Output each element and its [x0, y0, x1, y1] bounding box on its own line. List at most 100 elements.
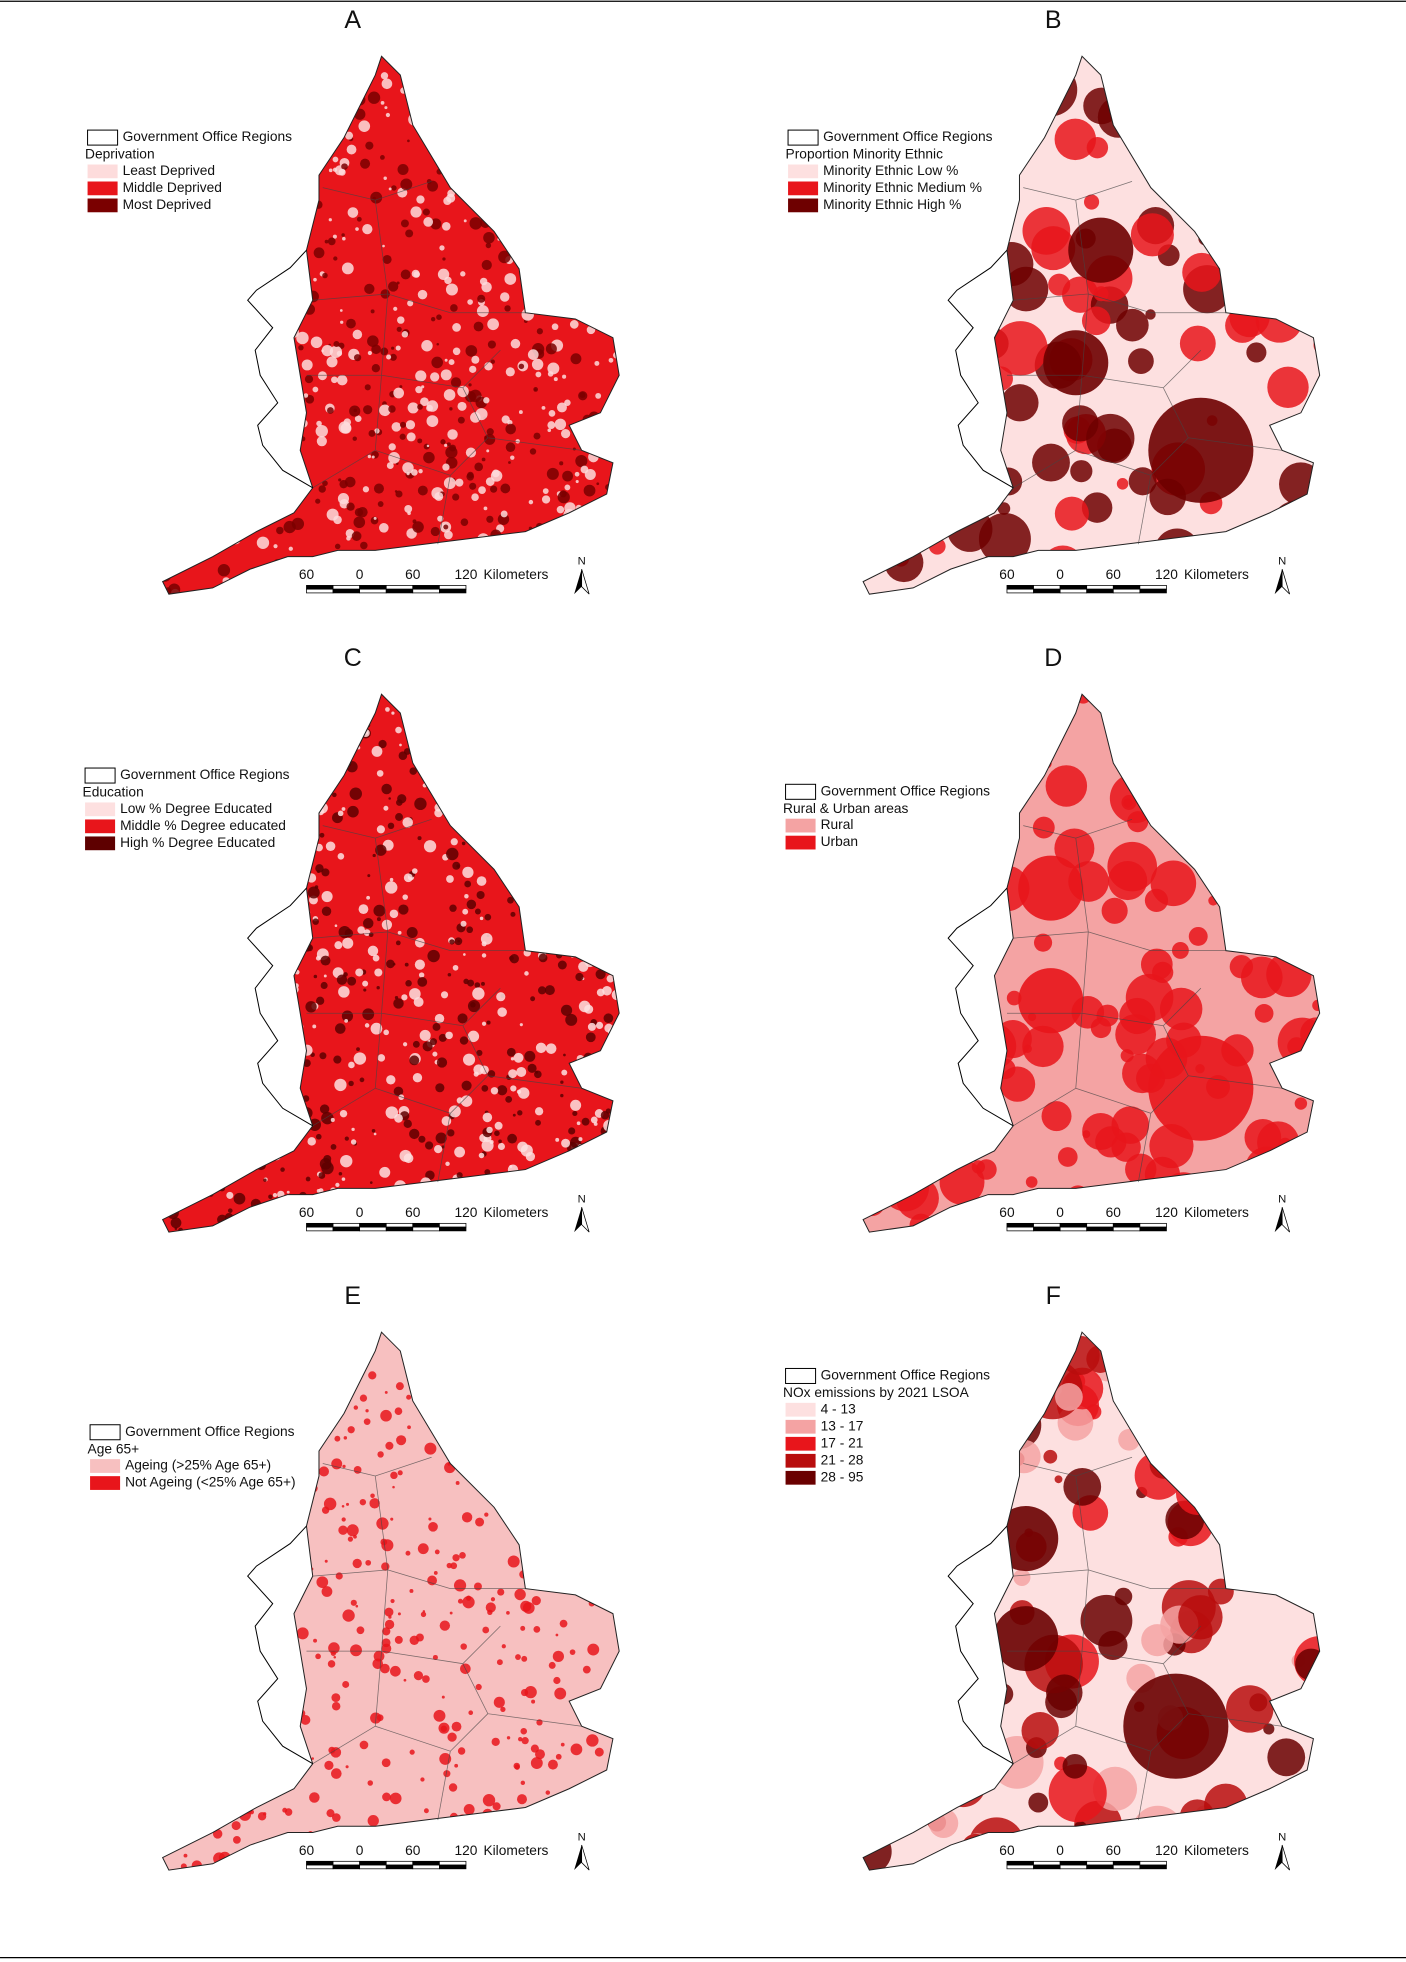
north-arrow: [581, 1206, 590, 1233]
legend-label: Urban: [821, 834, 858, 849]
legend-boundary-label: Government Office Regions: [120, 767, 290, 782]
scale-label: 0: [1056, 1843, 1064, 1858]
panel-letter: C: [344, 644, 362, 672]
legend-label: 28 - 95: [821, 1469, 864, 1484]
scale-segment: [385, 1864, 414, 1870]
scale-segment: [412, 588, 440, 594]
legend-boundary-swatch: [87, 129, 119, 146]
map-fill: [863, 694, 1320, 1233]
scale-segment: [1033, 1860, 1061, 1866]
scale-unit: Kilometers: [483, 1843, 548, 1858]
legend-swatch: [87, 198, 118, 213]
scale-segment: [1139, 585, 1167, 590]
scale-segment: [1059, 585, 1088, 590]
panel-letter: E: [344, 1282, 361, 1310]
scale-segment: [306, 585, 334, 590]
scale-label: 0: [1056, 567, 1064, 582]
scale-label: 0: [356, 1205, 364, 1220]
legend-label: Least Deprived: [123, 163, 215, 178]
legend-boundary-label: Government Office Regions: [823, 129, 993, 144]
panel-letter: A: [344, 6, 361, 34]
scale-segment: [1086, 585, 1114, 590]
legend-swatch: [85, 802, 116, 817]
legend-title: Rural & Urban areas: [783, 801, 908, 816]
scale-label: 0: [1056, 1205, 1064, 1220]
scale-label: 60: [405, 567, 421, 582]
scale-label: 0: [356, 1843, 364, 1858]
scale-segment: [1006, 1222, 1034, 1228]
scale-segment: [332, 1860, 361, 1866]
scale-segment: [359, 1864, 387, 1870]
map-panel: D Government Office Regions Rural & Urban …: [783, 644, 1321, 1233]
north-arrow: [574, 1845, 582, 1871]
scale-segment: [1086, 1860, 1114, 1866]
legend-swatch: [785, 818, 816, 833]
legend-swatch: [785, 1419, 816, 1434]
scale-segment: [439, 1226, 467, 1232]
scale-segment: [385, 585, 414, 590]
legend-swatch: [788, 181, 819, 196]
scale-segment: [1059, 1864, 1088, 1870]
scale-segment: [359, 1226, 387, 1232]
scale-segment: [1086, 1864, 1114, 1870]
legend-boundary-label: Government Office Regions: [821, 783, 991, 798]
scale-label: 120: [454, 567, 477, 582]
legend-boundary-label: Government Office Regions: [123, 129, 293, 144]
legend-label: 13 - 17: [821, 1418, 864, 1433]
map-panel: B Government Office Regions Proportion Min…: [786, 6, 1321, 595]
scale-label: 0: [356, 567, 364, 582]
legend-boundary-label: Government Office Regions: [821, 1368, 991, 1383]
scale-segment: [332, 1226, 361, 1232]
scale-segment: [1139, 1222, 1167, 1228]
scale-segment: [332, 585, 361, 590]
scale-unit: Kilometers: [1184, 1205, 1249, 1220]
scale-label: 120: [454, 1843, 477, 1858]
north-arrow: [1274, 1845, 1283, 1871]
scale-unit: Kilometers: [1184, 567, 1249, 582]
legend-swatch: [85, 836, 116, 851]
north-arrow: [1281, 1206, 1291, 1233]
scale-unit: Kilometers: [483, 567, 548, 582]
scale-segment: [359, 1222, 387, 1228]
scale-segment: [1006, 1864, 1034, 1870]
north-arrow: [581, 1844, 590, 1871]
scale-segment: [385, 588, 414, 594]
scale-segment: [306, 1226, 334, 1232]
legend-swatch: [785, 835, 816, 850]
scale-label: 60: [299, 1843, 315, 1858]
north-label: N: [1278, 1832, 1286, 1844]
scale-segment: [1033, 1222, 1061, 1228]
scale-segment: [1112, 1226, 1141, 1232]
scale-segment: [306, 588, 334, 594]
legend-swatch: [87, 181, 118, 196]
scale-segment: [385, 1226, 414, 1232]
scale-segment: [1139, 1860, 1167, 1866]
scale-segment: [412, 1860, 440, 1866]
scale-segment: [359, 1860, 387, 1866]
legend-swatch: [785, 1470, 816, 1485]
scale-segment: [306, 1864, 334, 1870]
north-label: N: [1278, 556, 1286, 568]
panel-letter: F: [1046, 1282, 1061, 1310]
legend-label: Rural: [821, 817, 854, 832]
scale-segment: [1006, 1860, 1034, 1866]
legend-label: Minority Ethnic Low %: [823, 163, 958, 178]
scale-segment: [1033, 1864, 1061, 1870]
north-arrow: [574, 1207, 582, 1233]
scale-segment: [412, 1226, 440, 1232]
scale-label: 60: [1106, 1843, 1122, 1858]
scale-segment: [385, 1222, 414, 1228]
north-arrow: [581, 569, 590, 595]
north-arrow: [1281, 1844, 1291, 1871]
scale-segment: [1059, 588, 1088, 594]
legend-title: Deprivation: [85, 147, 155, 162]
scale-segment: [1033, 1226, 1061, 1232]
legend-swatch: [87, 164, 118, 179]
scale-segment: [306, 1222, 334, 1228]
legend-swatch: [85, 819, 116, 834]
legend-label: Middle Deprived: [123, 180, 222, 195]
scale-segment: [1006, 585, 1034, 590]
scale-segment: [385, 1860, 414, 1866]
scale-segment: [332, 1222, 361, 1228]
legend-label: High % Degree Educated: [120, 835, 275, 850]
